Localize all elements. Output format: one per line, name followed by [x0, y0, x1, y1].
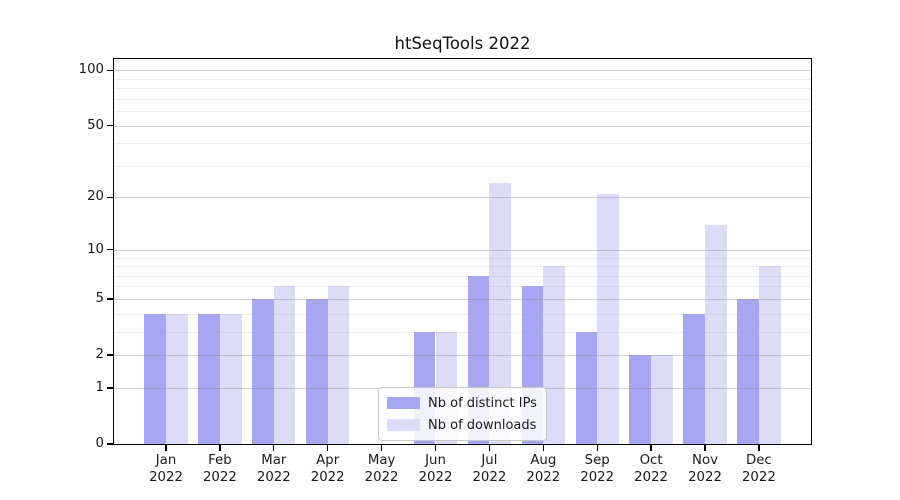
y-tick-5	[107, 298, 113, 300]
x-tick-year-nov: 2022	[688, 469, 722, 485]
x-tick-oct	[650, 445, 652, 451]
x-tick-month-jun: Jun	[425, 453, 446, 468]
x-tick-jun	[434, 445, 437, 451]
bar-downloads-apr	[327, 286, 350, 444]
bar-ips-feb	[198, 313, 220, 444]
x-tick-year-jun: 2022	[418, 469, 453, 485]
x-tick-month-nov: Nov	[692, 453, 718, 468]
legend-swatch-distinct-ips	[387, 397, 420, 409]
y-tick-1	[107, 387, 113, 389]
x-tick-month-jul: Jul	[481, 453, 498, 468]
x-tick-month-may: May	[367, 453, 396, 468]
bar-downloads-nov	[705, 224, 727, 444]
x-tick-mar	[273, 445, 275, 451]
x-tick-feb	[219, 445, 221, 451]
x-tick-year-aug: 2022	[526, 469, 561, 485]
x-tick-label-mar: Mar 2022	[242, 453, 306, 486]
x-tick-month-mar: Mar	[261, 453, 287, 468]
y-tick-2	[107, 354, 113, 356]
x-tick-month-feb: Feb	[208, 453, 232, 468]
x-tick-label-may: May 2022	[350, 453, 414, 486]
bar-downloads-jan	[166, 313, 188, 444]
bar-ips-mar	[252, 298, 274, 444]
x-tick-sep	[596, 445, 598, 451]
y-tick-label-5: 5	[95, 290, 104, 306]
bar-downloads-feb	[219, 313, 242, 444]
bar-ips-nov	[683, 313, 705, 444]
bar-ips-dec	[737, 298, 759, 444]
legend-swatch-downloads	[387, 419, 420, 431]
x-tick-year-may: 2022	[364, 469, 399, 485]
x-tick-year-dec: 2022	[741, 469, 776, 485]
legend-label-downloads: Nb of downloads	[428, 417, 537, 433]
x-tick-year-oct: 2022	[634, 469, 669, 485]
x-tick-aug	[542, 445, 544, 451]
y-tick-100	[107, 69, 113, 71]
legend-item-downloads: Nb of downloads	[387, 416, 537, 434]
x-tick-label-oct: Oct 2022	[619, 453, 683, 486]
x-tick-label-jan: Jan 2022	[134, 453, 198, 486]
x-tick-year-feb: 2022	[202, 469, 237, 485]
legend-label-distinct-ips: Nb of distinct IPs	[428, 395, 537, 411]
y-tick-20	[107, 196, 113, 199]
x-tick-apr	[327, 445, 329, 451]
x-tick-month-dec: Dec	[746, 453, 772, 468]
y-tick-0	[107, 443, 113, 445]
y-tick-label-2: 2	[95, 347, 104, 363]
bar-downloads-mar	[273, 286, 296, 444]
y-tick-label-20: 20	[87, 189, 104, 205]
y-tick-10	[107, 249, 113, 251]
x-tick-year-sep: 2022	[580, 469, 615, 485]
bar-downloads-sep	[597, 193, 619, 444]
bar-downloads-dec	[758, 266, 781, 444]
x-tick-label-nov: Nov 2022	[673, 453, 737, 486]
legend: Nb of distinct IPs Nb of downloads	[378, 387, 547, 441]
x-tick-label-sep: Sep 2022	[565, 453, 629, 486]
y-tick-label-100: 100	[78, 62, 104, 78]
bar-ips-apr	[306, 298, 328, 444]
x-tick-month-oct: Oct	[639, 453, 663, 468]
x-tick-year-jul: 2022	[472, 469, 507, 485]
y-tick-label-10: 10	[87, 241, 104, 257]
y-tick-label-1: 1	[95, 379, 104, 395]
x-tick-may	[380, 445, 383, 451]
bar-downloads-aug	[543, 266, 565, 444]
chart-title: htSeqTools 2022	[394, 34, 531, 53]
x-tick-label-feb: Feb 2022	[188, 453, 252, 486]
x-tick-jan	[165, 445, 167, 451]
x-tick-label-apr: Apr 2022	[296, 453, 360, 486]
y-tick-50	[107, 124, 113, 127]
bar-ips-jan	[144, 313, 166, 444]
x-tick-dec	[758, 445, 760, 451]
x-tick-month-jan: Jan	[155, 453, 177, 468]
x-tick-month-sep: Sep	[584, 453, 610, 468]
x-tick-jul	[488, 445, 491, 451]
x-tick-nov	[704, 445, 706, 451]
y-tick-label-0: 0	[95, 436, 104, 451]
x-tick-year-jan: 2022	[149, 469, 183, 485]
bar-downloads-oct	[651, 355, 673, 444]
x-tick-year-apr: 2022	[310, 469, 345, 485]
x-tick-label-aug: Aug 2022	[511, 453, 575, 486]
x-tick-label-dec: Dec 2022	[727, 453, 791, 486]
x-tick-month-aug: Aug	[530, 453, 557, 468]
bar-ips-sep	[575, 331, 598, 444]
x-tick-month-apr: Apr	[316, 453, 340, 468]
x-tick-year-mar: 2022	[256, 469, 291, 485]
y-tick-label-50: 50	[87, 117, 104, 133]
x-tick-label-jun: Jun 2022	[404, 453, 468, 486]
x-tick-label-jul: Jul 2022	[457, 453, 521, 486]
bar-ips-oct	[629, 355, 652, 444]
bar-downloads-jul	[489, 183, 512, 444]
legend-item-distinct-ips: Nb of distinct IPs	[387, 394, 537, 412]
